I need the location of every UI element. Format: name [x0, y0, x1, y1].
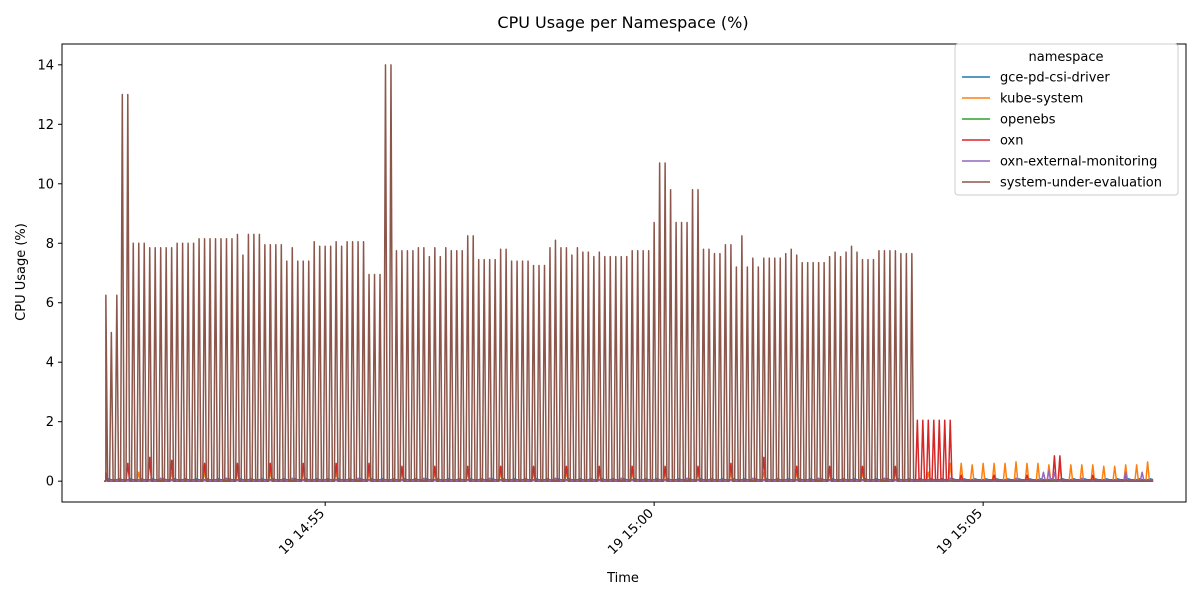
y-tick-label: 6: [46, 296, 54, 311]
y-tick-label: 12: [37, 118, 54, 133]
legend: namespace gce-pd-csi-driver kube-system op…: [954, 43, 1179, 196]
y-axis-label: CPU Usage (%): [14, 223, 29, 321]
y-tick-label: 0: [46, 475, 54, 490]
y-tick-label: 14: [37, 58, 54, 73]
legend-entry: oxn: [1000, 134, 1024, 149]
legend-entry: system-under-evaluation: [1000, 176, 1162, 191]
legend-box: [954, 43, 1179, 196]
y-tick-label: 10: [37, 177, 54, 192]
y-tick-label: 8: [46, 237, 54, 252]
y-tick-label: 2: [46, 415, 54, 430]
y-tick-label: 4: [46, 356, 54, 371]
legend-entry: kube-system: [1000, 92, 1083, 107]
legend-entry: gce-pd-csi-driver: [1000, 71, 1110, 86]
series-line-system-under-evaluation: [104, 64, 1154, 482]
legend-entry: openebs: [1000, 113, 1056, 128]
legend-entry: oxn-external-monitoring: [1000, 155, 1157, 170]
series-line-gce-pd-csi-driver: [105, 478, 1154, 481]
chart-title: CPU Usage per Namespace (%): [497, 13, 748, 32]
y-axis: 0 2 4 6 8 10 12 14: [37, 58, 62, 490]
plot-frame: [61, 43, 1187, 503]
series-layer: [104, 64, 1154, 482]
x-axis-label: Time: [606, 571, 639, 586]
legend-title: namespace: [1028, 50, 1103, 65]
